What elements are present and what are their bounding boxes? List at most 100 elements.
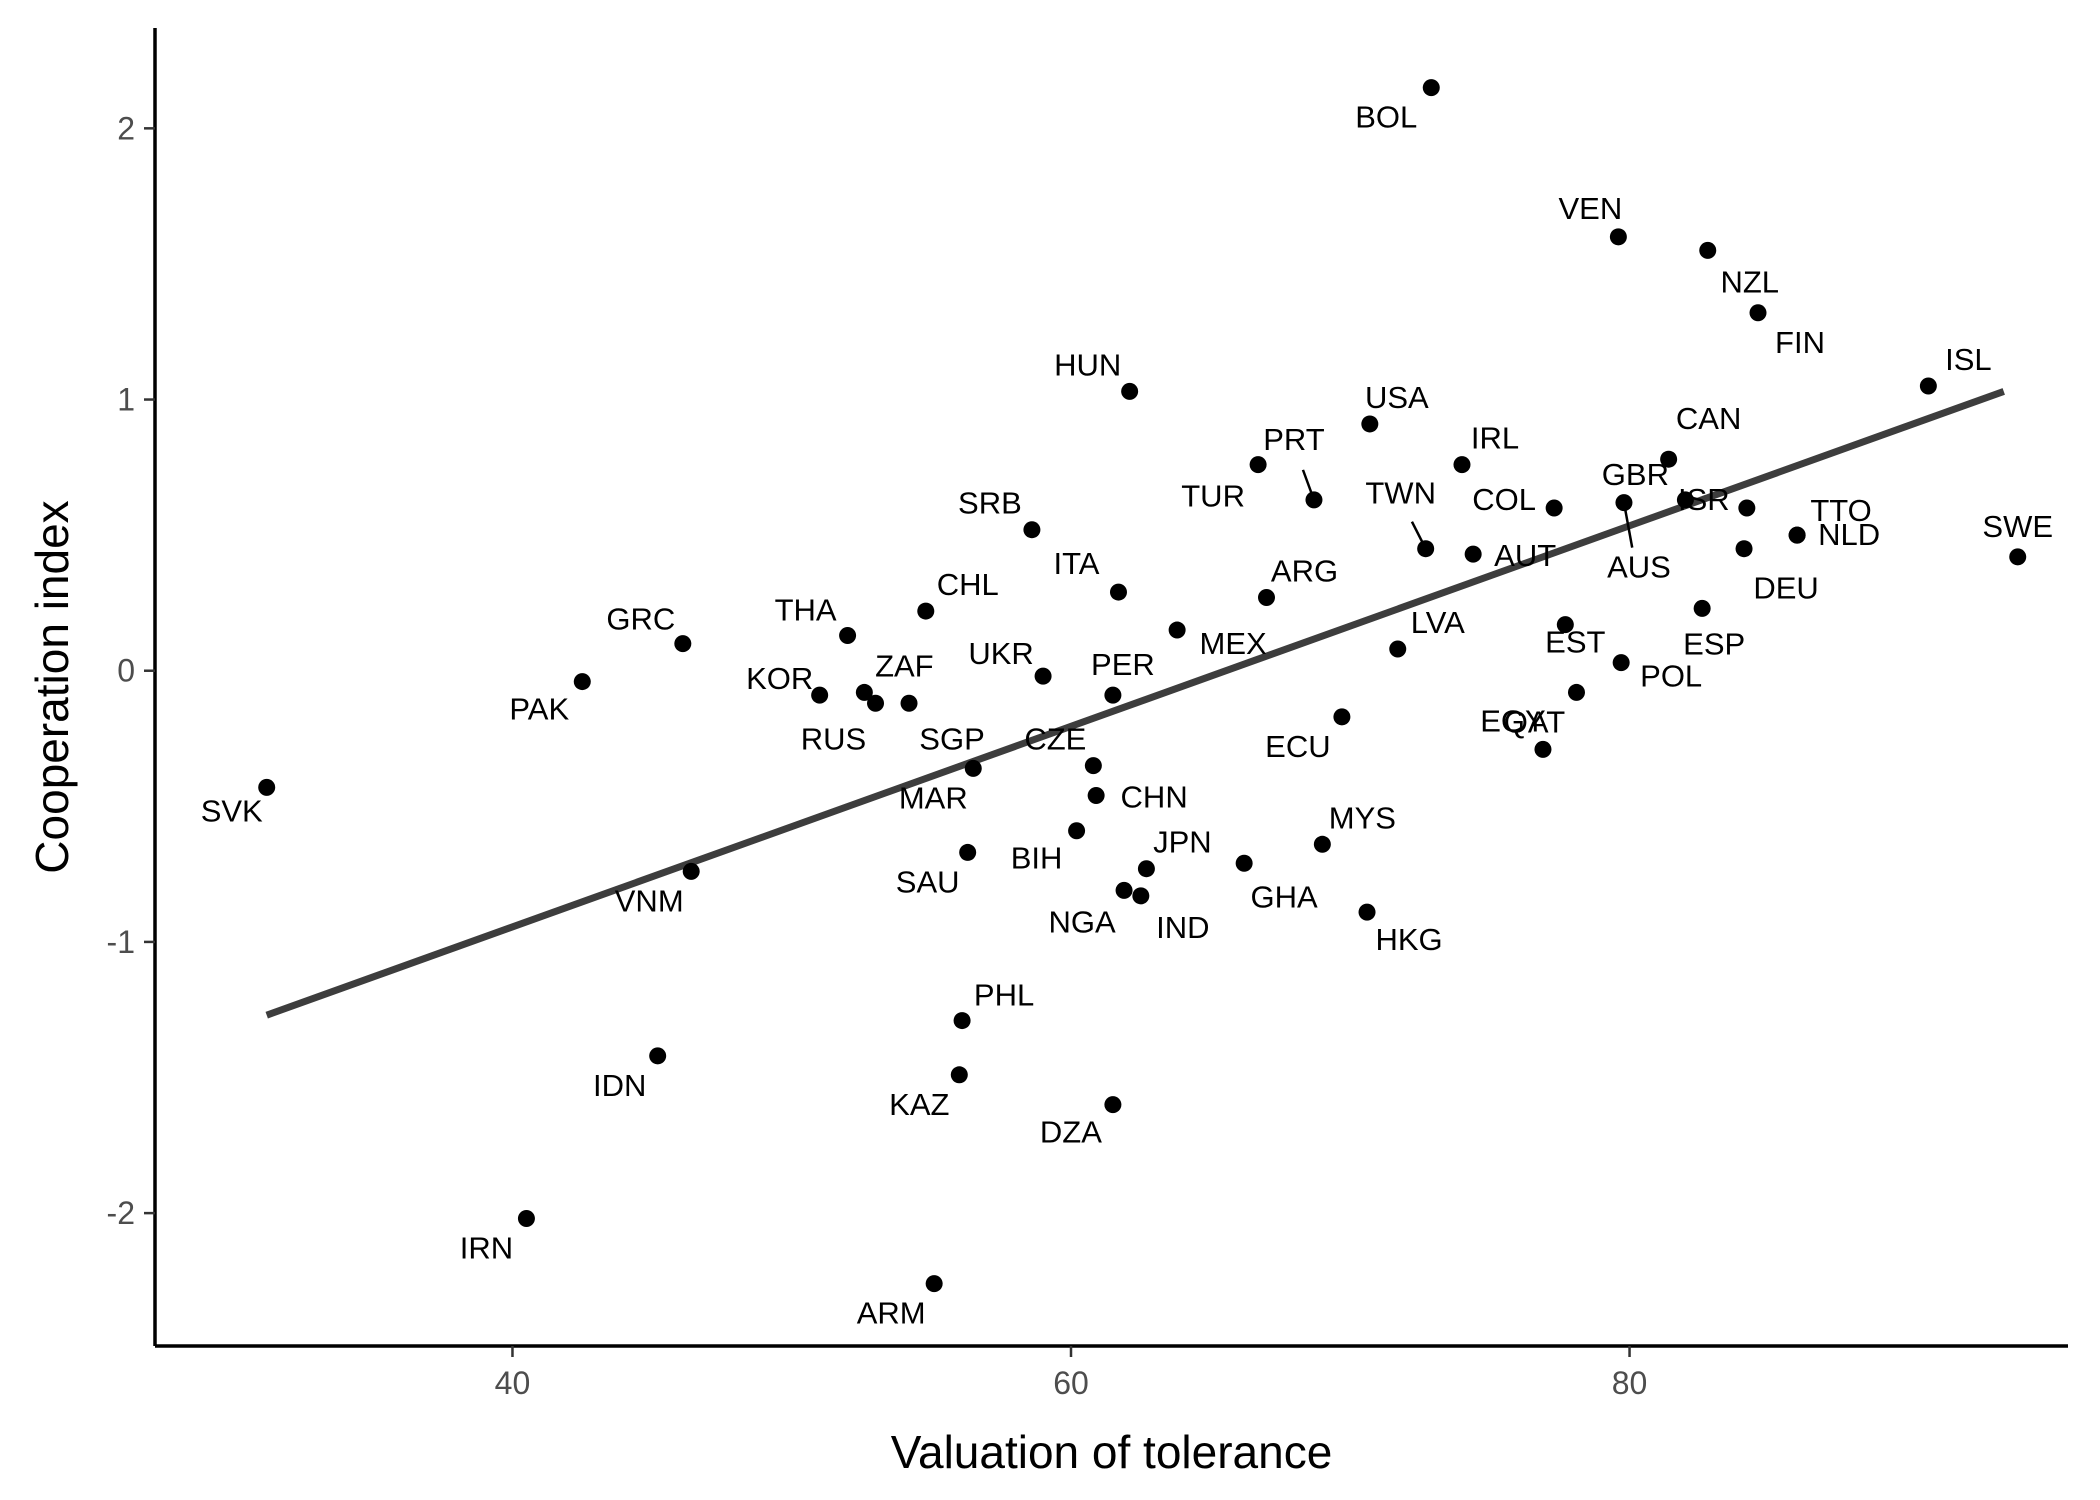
point-label-gha: GHA bbox=[1251, 879, 1319, 914]
point-label-qat: QAT bbox=[1504, 704, 1565, 739]
data-point-esp bbox=[1693, 599, 1711, 617]
point-label-hkg: HKG bbox=[1375, 922, 1442, 957]
data-point-aus bbox=[1615, 494, 1633, 512]
y-tick-label: -2 bbox=[107, 1195, 135, 1231]
point-label-tur: TUR bbox=[1181, 479, 1245, 514]
y-tick-label: 1 bbox=[117, 382, 135, 418]
data-point-nzl bbox=[1699, 241, 1717, 259]
data-point-twn bbox=[1417, 540, 1435, 558]
point-label-bih: BIH bbox=[1011, 841, 1063, 876]
point-label-gbr: GBR bbox=[1602, 457, 1669, 492]
data-point-aut bbox=[1464, 545, 1482, 563]
point-label-lva: LVA bbox=[1411, 605, 1465, 640]
y-axis-title: Cooperation index bbox=[26, 500, 78, 873]
data-point-jpn bbox=[1137, 860, 1155, 878]
point-label-swe: SWE bbox=[1982, 509, 2053, 544]
point-label-twn: TWN bbox=[1365, 476, 1436, 511]
point-label-egy: EGY bbox=[1480, 703, 1545, 738]
y-tick-label: 0 bbox=[117, 653, 135, 689]
point-label-tto: TTO bbox=[1810, 493, 1871, 528]
data-point-grc bbox=[674, 635, 692, 653]
point-label-pak: PAK bbox=[509, 692, 569, 727]
point-label-bol: BOL bbox=[1355, 100, 1417, 135]
data-point-ven bbox=[1609, 228, 1627, 246]
data-point-gbr bbox=[1676, 491, 1694, 509]
x-axis-title: Valuation of tolerance bbox=[891, 1426, 1333, 1478]
point-label-dza: DZA bbox=[1040, 1115, 1102, 1150]
y-axis-ticks: -2 -1 0 1 2 bbox=[107, 110, 155, 1231]
trend-line-layer bbox=[265, 388, 2005, 1019]
point-label-irl: IRL bbox=[1471, 421, 1519, 456]
data-point-pol bbox=[1612, 654, 1630, 672]
point-label-rus: RUS bbox=[801, 721, 866, 756]
data-point-qat bbox=[1567, 683, 1585, 701]
point-label-est: EST bbox=[1545, 625, 1605, 660]
data-point-per bbox=[1104, 686, 1122, 704]
data-point-swe bbox=[2009, 548, 2027, 566]
point-label-isr: ISR bbox=[1678, 482, 1730, 517]
point-label-kaz: KAZ bbox=[889, 1087, 949, 1122]
point-label-aus: AUS bbox=[1607, 550, 1671, 585]
point-label-can: CAN bbox=[1676, 401, 1741, 436]
data-point-lva bbox=[1389, 640, 1407, 658]
data-point-usa bbox=[1361, 415, 1379, 433]
data-point-ecu bbox=[1333, 708, 1351, 726]
point-label-idn: IDN bbox=[593, 1068, 646, 1103]
data-point-rus bbox=[867, 694, 885, 712]
point-label-nzl: NZL bbox=[1720, 264, 1779, 299]
x-axis-ticks: 40 60 80 bbox=[495, 1346, 1648, 1401]
point-label-svk: SVK bbox=[201, 793, 263, 828]
point-label-grc: GRC bbox=[606, 602, 675, 637]
point-label-pol: POL bbox=[1640, 659, 1702, 694]
point-label-ecu: ECU bbox=[1265, 729, 1330, 764]
point-label-jpn: JPN bbox=[1153, 825, 1212, 860]
data-point-bih bbox=[1068, 822, 1086, 840]
point-label-col: COL bbox=[1472, 482, 1536, 517]
data-point-prt bbox=[1305, 491, 1323, 509]
x-tick-label: 80 bbox=[1612, 1365, 1648, 1401]
data-point-srb bbox=[1023, 521, 1041, 539]
data-point-idn bbox=[649, 1047, 667, 1065]
point-label-chn: CHN bbox=[1121, 779, 1188, 814]
data-point-irn bbox=[517, 1210, 535, 1228]
data-point-nga bbox=[1115, 881, 1133, 899]
data-point-ita bbox=[1109, 583, 1127, 601]
data-point-chn bbox=[1087, 786, 1105, 804]
data-point-mys bbox=[1313, 835, 1331, 853]
data-point-isl bbox=[1919, 377, 1937, 395]
data-point-sau bbox=[959, 843, 977, 861]
points-layer: SVK PAK GRC VNM IRN IDN KOR THA ZAF RUS SGP CHL ARM K… bbox=[201, 79, 2053, 1331]
point-label-tha: THA bbox=[775, 592, 837, 627]
data-point-egy bbox=[1534, 740, 1552, 758]
point-label-mar: MAR bbox=[899, 780, 968, 815]
data-point-hkg bbox=[1358, 903, 1376, 921]
data-point-fin bbox=[1749, 304, 1767, 322]
data-point-gha bbox=[1235, 854, 1253, 872]
point-label-ukr: UKR bbox=[968, 636, 1033, 671]
point-label-ven: VEN bbox=[1559, 191, 1623, 226]
x-tick-label: 40 bbox=[495, 1365, 531, 1401]
data-point-svk bbox=[258, 778, 276, 796]
point-label-vnm: VNM bbox=[615, 883, 684, 918]
data-point-deu bbox=[1735, 540, 1753, 558]
point-label-cze: CZE bbox=[1024, 722, 1086, 757]
point-label-kor: KOR bbox=[746, 661, 813, 696]
point-label-sau: SAU bbox=[896, 864, 960, 899]
point-label-irn: IRN bbox=[460, 1231, 513, 1266]
data-point-sgp bbox=[900, 694, 918, 712]
data-point-bol bbox=[1422, 79, 1440, 97]
point-label-mys: MYS bbox=[1329, 800, 1396, 835]
data-point-pak bbox=[573, 673, 591, 691]
point-label-mex: MEX bbox=[1200, 626, 1268, 661]
x-tick-label: 60 bbox=[1053, 1365, 1089, 1401]
y-tick-label: -1 bbox=[107, 924, 135, 960]
axes: 40 60 80 -2 -1 0 1 2 bbox=[107, 28, 2068, 1401]
point-label-ita: ITA bbox=[1054, 546, 1100, 581]
point-label-prt: PRT bbox=[1263, 422, 1325, 457]
data-point-hun bbox=[1121, 382, 1139, 400]
point-label-srb: SRB bbox=[958, 486, 1022, 521]
point-label-ind: IND bbox=[1156, 910, 1209, 945]
point-label-hun: HUN bbox=[1054, 347, 1121, 382]
point-label-isl: ISL bbox=[1945, 342, 1992, 377]
